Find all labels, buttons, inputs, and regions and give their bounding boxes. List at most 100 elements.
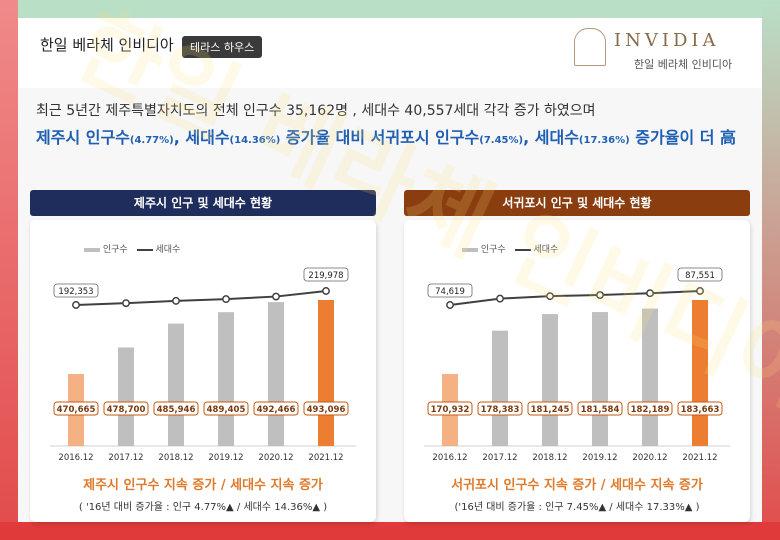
households-point — [446, 301, 454, 309]
legend-population: 인구수 — [480, 245, 506, 255]
jeju-chart: 2016.12 470,665 2017.12 478,700 2018.12 485,9… — [50, 267, 356, 463]
population-bar — [318, 300, 334, 446]
households-point — [546, 292, 554, 301]
jeju-chart-card: 인구수 세대수 2016.12 470,665 2017.12 478,700 2018… — [30, 220, 376, 522]
category-badge: 테라스 하우스 — [182, 36, 263, 58]
population-data-label: 489,405 — [207, 405, 246, 415]
legend-population: 인구수 — [102, 245, 128, 255]
seogwipo-panel-title: 서귀포시 인구 및 세대수 현황 — [404, 190, 750, 216]
legend-households: 세대수 — [533, 245, 559, 255]
highlight-rate: (4.77%) — [129, 135, 174, 146]
population-data-label: 492,466 — [257, 405, 296, 415]
x-tick-label: 2016.12 — [432, 453, 467, 463]
frame-top — [0, 0, 780, 18]
population-data-label: 181,245 — [531, 405, 570, 415]
population-label-box — [477, 401, 523, 416]
households-point — [272, 292, 280, 301]
population-label-box — [577, 401, 623, 416]
highlight-part: 증가율이 더 高 — [629, 128, 737, 147]
households-data-label: 87,551 — [685, 271, 715, 281]
households-point — [696, 287, 704, 295]
households-line — [75, 290, 327, 306]
seogwipo-note-subtitle: ('16년 대비 증가율 : 인구 7.45%▲ / 세대수 17.33%▲ ) — [454, 502, 700, 513]
summary-line: 최근 5년간 제주특별자치도의 전체 인구수 35,162명 , 세대수 40,… — [36, 103, 596, 119]
population-bar — [218, 312, 234, 446]
brand-title: 한일 베라체 인비디아 — [40, 36, 174, 54]
population-bar — [168, 323, 184, 446]
households-line — [449, 290, 701, 306]
households-label-box — [303, 267, 349, 282]
seogwipo-chart-card: 인구수 세대수 2016.12 170,932 2017.12 178,383 2018… — [404, 220, 750, 522]
logo-subtitle: 한일 베라체 인비디아 — [634, 58, 733, 71]
legend-line-swatch — [514, 248, 531, 251]
jeju-panel-title: 제주시 인구 및 세대수 현황 — [30, 190, 376, 216]
households-data-label: 192,353 — [58, 287, 93, 297]
highlight-part: 제주시 인구수 — [36, 128, 130, 147]
population-data-label: 182,189 — [631, 405, 670, 415]
x-tick-label: 2019.12 — [208, 453, 243, 463]
logo-icon — [574, 28, 606, 66]
population-data-label: 181,584 — [581, 405, 620, 415]
population-bar — [692, 300, 708, 446]
highlight-line: 제주시 인구수(4.77%), 세대수(14.36%) 증가율 대비 서귀포시 … — [36, 124, 736, 148]
population-data-label: 470,665 — [57, 405, 96, 415]
x-tick-label: 2017.12 — [482, 453, 517, 463]
population-label-box — [677, 401, 723, 416]
population-data-label: 170,932 — [431, 405, 470, 415]
population-bar — [118, 347, 134, 446]
jeju-note-title: 제주시 인구수 지속 증가 / 세대수 지속 증가 — [83, 478, 323, 493]
slide: 한일 베라체 인비디아 테라스 하우스 INVIDIA 한일 베라체 인비디아 … — [18, 0, 780, 522]
households-label-box — [53, 283, 99, 298]
x-tick-label: 2016.12 — [58, 453, 93, 463]
households-data-label: 74,619 — [435, 287, 465, 297]
households-point — [646, 289, 654, 298]
households-data-label: 219,978 — [308, 271, 343, 281]
frame-bottom — [0, 522, 780, 540]
population-data-label: 183,663 — [681, 405, 720, 415]
population-label-box — [303, 401, 349, 416]
population-data-label: 485,946 — [157, 405, 196, 415]
households-point — [72, 301, 80, 309]
legend-bar-swatch — [84, 247, 100, 252]
households-label-box — [677, 267, 723, 282]
x-tick-label: 2019.12 — [582, 453, 617, 463]
frame-left — [0, 0, 18, 540]
x-tick-label: 2020.12 — [632, 453, 667, 463]
population-label-box — [103, 401, 149, 416]
highlight-part: 증가율 대비 서귀포시 인구수 — [280, 128, 480, 147]
households-label-box — [427, 283, 473, 298]
households-point — [122, 299, 130, 308]
population-bar — [592, 312, 608, 446]
highlight-rate: (7.45%) — [479, 135, 524, 146]
frame-right — [762, 0, 780, 540]
population-data-label: 178,383 — [481, 405, 520, 415]
population-label-box — [253, 401, 299, 416]
population-bar — [492, 330, 508, 446]
population-label-box — [627, 401, 673, 416]
population-label-box — [427, 401, 473, 416]
population-label-box — [203, 401, 249, 416]
highlight-part: , 세대수 — [523, 128, 579, 147]
x-tick-label: 2021.12 — [682, 453, 717, 463]
population-bar — [542, 314, 558, 446]
households-point — [496, 294, 504, 303]
highlight-rate: (17.36%) — [578, 135, 630, 146]
population-label-box — [153, 401, 199, 416]
chart-legend: 인구수 세대수 — [462, 242, 558, 255]
x-tick-label: 2020.12 — [258, 453, 293, 463]
households-point — [596, 291, 604, 300]
legend-bar-swatch — [462, 247, 478, 252]
header: 한일 베라체 인비디아 테라스 하우스 INVIDIA 한일 베라체 인비디아 — [18, 18, 762, 88]
population-data-label: 478,700 — [107, 405, 146, 415]
population-label-box — [53, 401, 99, 416]
population-data-label: 493,096 — [307, 405, 346, 415]
legend-households: 세대수 — [155, 245, 181, 255]
seogwipo-note-title: 서귀포시 인구수 지속 증가 / 세대수 지속 증가 — [451, 478, 703, 493]
households-point — [222, 295, 230, 304]
households-point — [172, 296, 180, 305]
households-point — [322, 287, 330, 295]
chart-legend: 인구수 세대수 — [84, 242, 180, 255]
legend-line-swatch — [136, 248, 153, 251]
population-label-box — [527, 401, 573, 416]
seogwipo-chart: 2016.12 170,932 2017.12 178,383 2018.12 181,2… — [424, 267, 730, 463]
